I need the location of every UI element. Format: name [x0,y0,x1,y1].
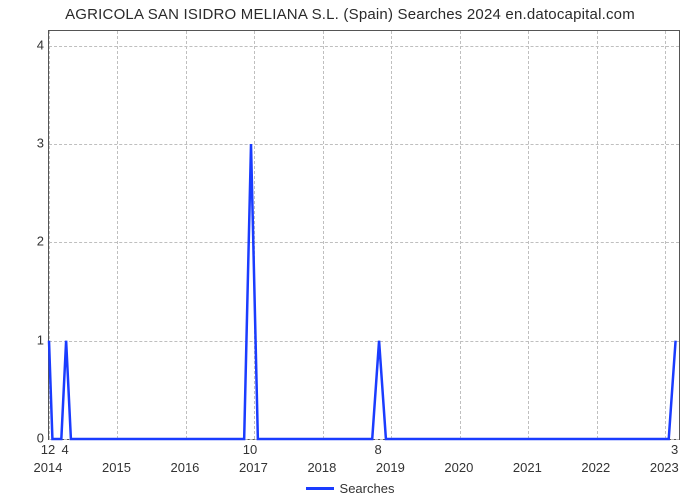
y-tick-label: 4 [4,37,44,52]
x-tick-label: 2015 [102,460,131,475]
x-tick-label: 2017 [239,460,268,475]
y-tick-label: 0 [4,431,44,446]
x-tick-label: 2022 [581,460,610,475]
x-tick-label: 2021 [513,460,542,475]
y-tick-label: 1 [4,332,44,347]
legend-label: Searches [340,481,395,496]
x-tick-label: 2014 [34,460,63,475]
x-tick-label: 2023 [650,460,679,475]
legend: Searches [0,480,700,496]
value-label: 3 [671,442,678,457]
x-tick-label: 2016 [170,460,199,475]
value-label: 12 [41,442,55,457]
value-label: 10 [243,442,257,457]
legend-swatch [306,487,334,490]
x-tick-label: 2020 [444,460,473,475]
line-series [49,31,679,439]
chart-container: AGRICOLA SAN ISIDRO MELIANA S.L. (Spain)… [0,0,700,500]
x-tick-label: 2018 [307,460,336,475]
plot-area [48,30,680,440]
x-tick-label: 2019 [376,460,405,475]
y-tick-label: 2 [4,234,44,249]
chart-title: AGRICOLA SAN ISIDRO MELIANA S.L. (Spain)… [0,6,700,23]
y-tick-label: 3 [4,136,44,151]
value-label: 8 [374,442,381,457]
value-label: 4 [61,442,68,457]
